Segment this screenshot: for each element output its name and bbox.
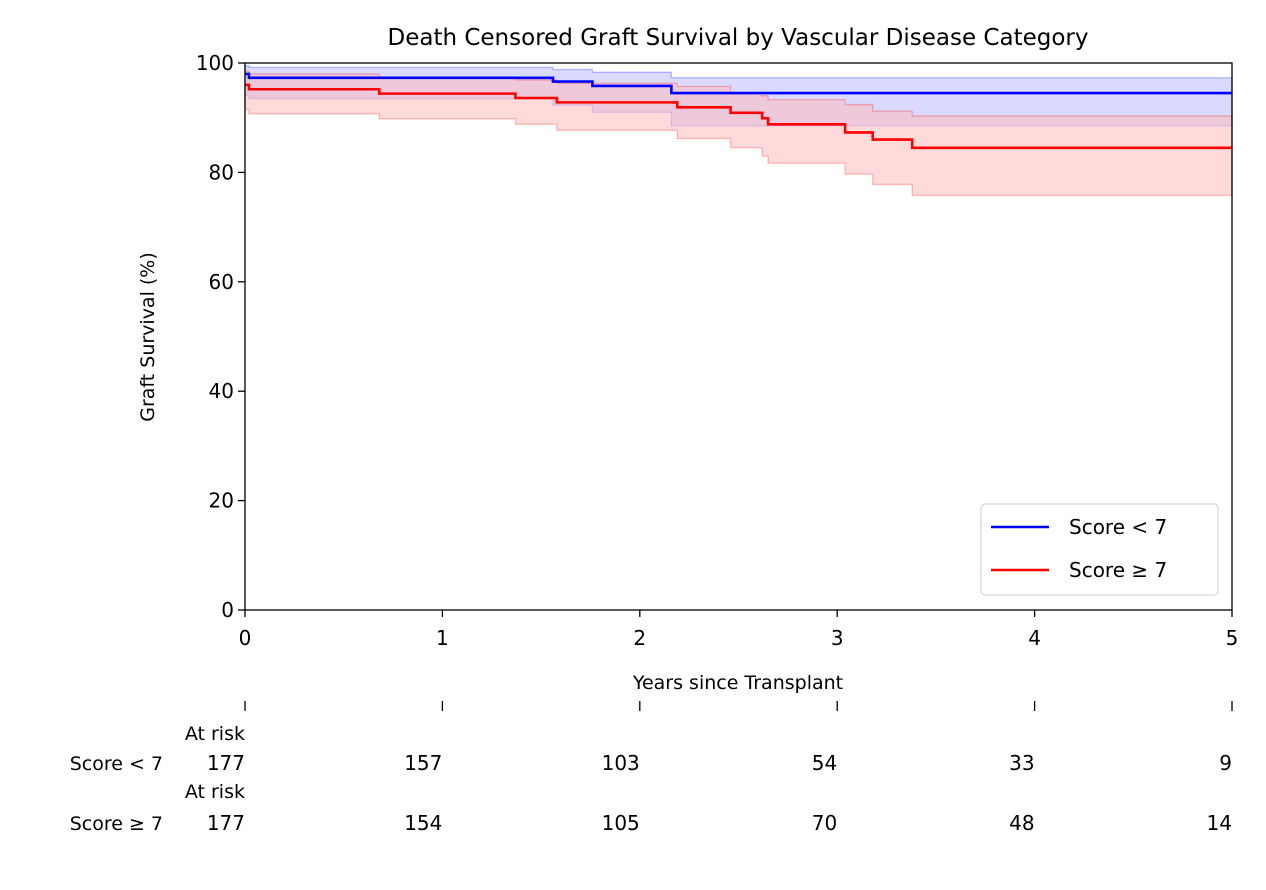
at-risk-count: 33 (1009, 751, 1034, 775)
at-risk-count: 103 (602, 751, 640, 775)
plot-frame (244, 62, 1233, 611)
y-axis: 0 20 40 60 80 100 (196, 51, 245, 622)
y-tick-label: 60 (209, 270, 234, 294)
legend-label-score-lt-7: Score < 7 (1069, 515, 1167, 539)
y-axis-label: Graft Survival (%) (137, 252, 159, 422)
at-risk-count: 105 (602, 811, 640, 835)
confidence-bands (244, 65, 1233, 197)
at-risk-count: 54 (812, 751, 837, 775)
y-tick-label: 20 (209, 489, 234, 513)
x-tick-label: 0 (239, 626, 252, 650)
at-risk-ticks (244, 701, 1233, 711)
at-risk-count: 70 (812, 811, 837, 835)
at-risk-count: 9 (1219, 751, 1232, 775)
legend: Score < 7 Score ≥ 7 (980, 503, 1219, 596)
at-risk-count: 157 (404, 751, 442, 775)
y-tick-label: 100 (196, 51, 234, 75)
y-tick-label: 80 (209, 160, 234, 184)
legend-label-score-ge-7: Score ≥ 7 (1069, 558, 1167, 582)
curve-score-ge-7 (245, 83, 1232, 150)
x-axis-label: Years since Transplant (632, 672, 843, 694)
at-risk-count: 14 (1207, 811, 1232, 835)
x-tick-label: 5 (1226, 626, 1239, 650)
at-risk-count: 177 (207, 811, 245, 835)
at-risk-group-row-1: Score < 7 (70, 753, 163, 775)
at-risk-group-row-2: Score ≥ 7 (70, 813, 163, 835)
x-axis: 0 1 2 3 4 5 (239, 610, 1239, 650)
at-risk-label-row-1: At risk (185, 723, 245, 745)
x-tick-label: 2 (633, 626, 646, 650)
at-risk-label-row-2: At risk (185, 781, 245, 803)
curve-score-lt-7 (245, 72, 1232, 95)
at-risk-count: 48 (1009, 811, 1034, 835)
x-tick-label: 4 (1028, 626, 1041, 650)
at-risk-table: At risk Score < 7 At risk Score ≥ 7 177 1… (70, 723, 1232, 835)
at-risk-count: 154 (404, 811, 442, 835)
y-tick-label: 0 (221, 598, 234, 622)
x-tick-label: 1 (436, 626, 449, 650)
at-risk-count: 177 (207, 751, 245, 775)
survival-curves (245, 72, 1232, 150)
chart-title: Death Censored Graft Survival by Vascula… (387, 25, 1088, 51)
y-tick-label: 40 (209, 379, 234, 403)
x-tick-label: 3 (831, 626, 844, 650)
